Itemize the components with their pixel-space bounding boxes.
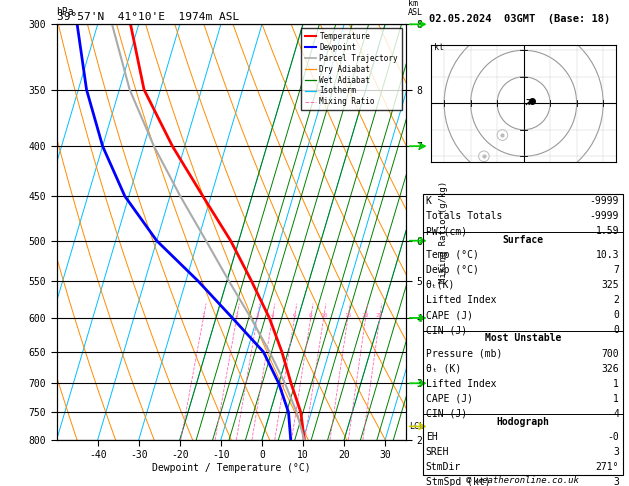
Text: 2: 2	[235, 313, 238, 318]
Y-axis label: Mixing Ratio (g/kg): Mixing Ratio (g/kg)	[438, 181, 448, 283]
Text: 3: 3	[255, 313, 259, 318]
Text: StmDir: StmDir	[426, 462, 461, 472]
Text: StmSpd (kt): StmSpd (kt)	[426, 477, 491, 486]
Text: Most Unstable: Most Unstable	[484, 333, 561, 344]
Text: 10.3: 10.3	[596, 250, 619, 260]
Text: 325: 325	[601, 280, 619, 290]
Text: 15: 15	[344, 313, 352, 318]
Text: 0: 0	[613, 325, 619, 335]
Text: EH: EH	[426, 432, 438, 442]
Text: hPa: hPa	[57, 7, 74, 17]
Text: PW (cm): PW (cm)	[426, 226, 467, 237]
Text: Pressure (mb): Pressure (mb)	[426, 348, 502, 359]
Text: 2: 2	[613, 295, 619, 305]
Text: 326: 326	[601, 364, 619, 374]
Text: 02.05.2024  03GMT  (Base: 18): 02.05.2024 03GMT (Base: 18)	[429, 14, 610, 24]
Text: -9999: -9999	[589, 211, 619, 222]
Text: km
ASL: km ASL	[408, 0, 423, 17]
Text: 1: 1	[613, 394, 619, 404]
Text: θₜ(K): θₜ(K)	[426, 280, 455, 290]
Text: LCL: LCL	[409, 422, 424, 431]
Text: Hodograph: Hodograph	[496, 417, 549, 427]
Text: -9999: -9999	[589, 196, 619, 207]
Text: 20: 20	[362, 313, 369, 318]
Text: Surface: Surface	[502, 235, 543, 245]
Text: Lifted Index: Lifted Index	[426, 295, 496, 305]
Text: 1: 1	[613, 379, 619, 389]
X-axis label: Dewpoint / Temperature (°C): Dewpoint / Temperature (°C)	[152, 463, 311, 473]
Text: 271°: 271°	[596, 462, 619, 472]
Text: 25: 25	[376, 313, 384, 318]
Text: 39°57'N  41°10'E  1974m ASL: 39°57'N 41°10'E 1974m ASL	[57, 12, 239, 22]
Text: CIN (J): CIN (J)	[426, 325, 467, 335]
Text: Dewp (°C): Dewp (°C)	[426, 265, 479, 275]
Text: 3: 3	[613, 477, 619, 486]
Text: SREH: SREH	[426, 447, 449, 457]
Text: 3: 3	[613, 447, 619, 457]
Text: 700: 700	[601, 348, 619, 359]
Text: 10: 10	[320, 313, 328, 318]
Legend: Temperature, Dewpoint, Parcel Trajectory, Dry Adiabat, Wet Adiabat, Isotherm, Mi: Temperature, Dewpoint, Parcel Trajectory…	[301, 28, 402, 110]
Text: -0: -0	[607, 432, 619, 442]
Text: CAPE (J): CAPE (J)	[426, 394, 473, 404]
Text: 7: 7	[613, 265, 619, 275]
Text: θₜ (K): θₜ (K)	[426, 364, 461, 374]
Text: 6: 6	[292, 313, 296, 318]
Text: 8: 8	[309, 313, 313, 318]
Text: 1: 1	[201, 313, 205, 318]
Text: 1.59: 1.59	[596, 226, 619, 237]
Text: CIN (J): CIN (J)	[426, 409, 467, 419]
Text: Temp (°C): Temp (°C)	[426, 250, 479, 260]
Text: K: K	[426, 196, 431, 207]
Text: CAPE (J): CAPE (J)	[426, 310, 473, 320]
Text: kt: kt	[433, 43, 443, 52]
Text: © weatheronline.co.uk: © weatheronline.co.uk	[466, 476, 579, 485]
Text: 0: 0	[613, 310, 619, 320]
Text: Lifted Index: Lifted Index	[426, 379, 496, 389]
Text: Totals Totals: Totals Totals	[426, 211, 502, 222]
Text: 4: 4	[270, 313, 274, 318]
Text: 4: 4	[613, 409, 619, 419]
